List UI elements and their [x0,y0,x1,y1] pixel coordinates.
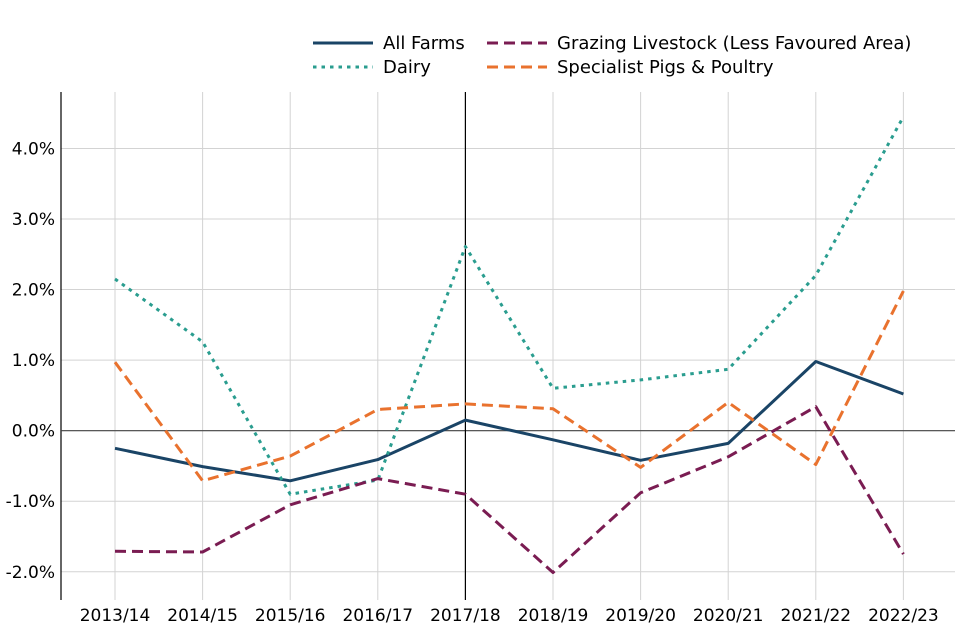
x-tick-label: 2014/15 [167,606,238,626]
x-tick-label: 2018/19 [518,606,589,626]
axes [60,92,955,600]
y-tick-label: 4.0% [12,139,55,159]
legend-label: All Farms [383,33,465,54]
x-tick-label: 2019/20 [605,606,676,626]
x-tick-label: 2016/17 [342,606,413,626]
series-line [114,115,905,496]
x-tick-label: 2015/16 [255,606,326,626]
y-tick-label: 2.0% [12,281,55,301]
x-tick-label: 2013/14 [80,606,151,626]
x-tick-label: 2020/21 [693,606,764,626]
y-tick-label: 0.0% [12,422,55,442]
grid-lines [61,92,955,600]
series-line [114,405,905,574]
tick-labels: -2.0% -1.0% 0.0% 1.0% 2.0% 3.0% 4.0% 2013/14 201… [6,139,939,626]
y-tick-label: 1.0% [12,351,55,371]
y-tick-label: -2.0% [6,563,55,583]
y-tick-label: 3.0% [12,210,55,230]
x-tick-label: 2022/23 [868,606,939,626]
legend-label: Specialist Pigs & Poultry [557,57,774,78]
series-line [113,290,905,483]
legend-label: Dairy [383,57,431,78]
legend: All Farms Dairy Grazing Livestock (Less Fa… [313,33,911,78]
x-tick-label: 2017/18 [430,606,501,626]
y-tick-label: -1.0% [6,492,55,512]
legend-label: Grazing Livestock (Less Favoured Area) [557,33,911,54]
x-tick-label: 2021/22 [780,606,851,626]
series-line [114,360,904,483]
series-lines [113,115,905,574]
